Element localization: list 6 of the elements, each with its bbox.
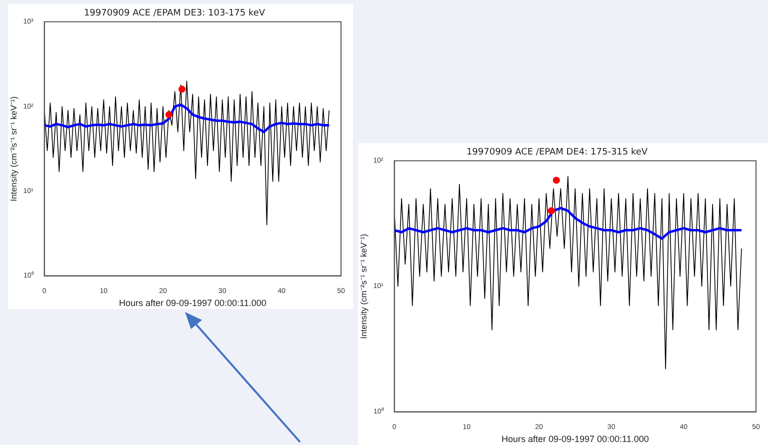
x-axis-title: Hours after 09-09-1997 00:00:11.000 <box>501 434 649 444</box>
chart-title: 19970909 ACE /EPAM DE3: 103-175 keV <box>84 8 266 19</box>
y-axis-title: Intensity (cm⁻²s⁻¹ sr⁻¹ keV⁻¹) <box>8 96 18 202</box>
y-axis-title: Intensity (cm⁻²s⁻¹ sr⁻¹ keV⁻¹) <box>358 234 368 339</box>
x-axis-title: Hours after 09-09-1997 00:00:11.000 <box>118 298 266 308</box>
chart-title: 19970909 ACE /EPAM DE4: 175-315 keV <box>466 148 648 158</box>
